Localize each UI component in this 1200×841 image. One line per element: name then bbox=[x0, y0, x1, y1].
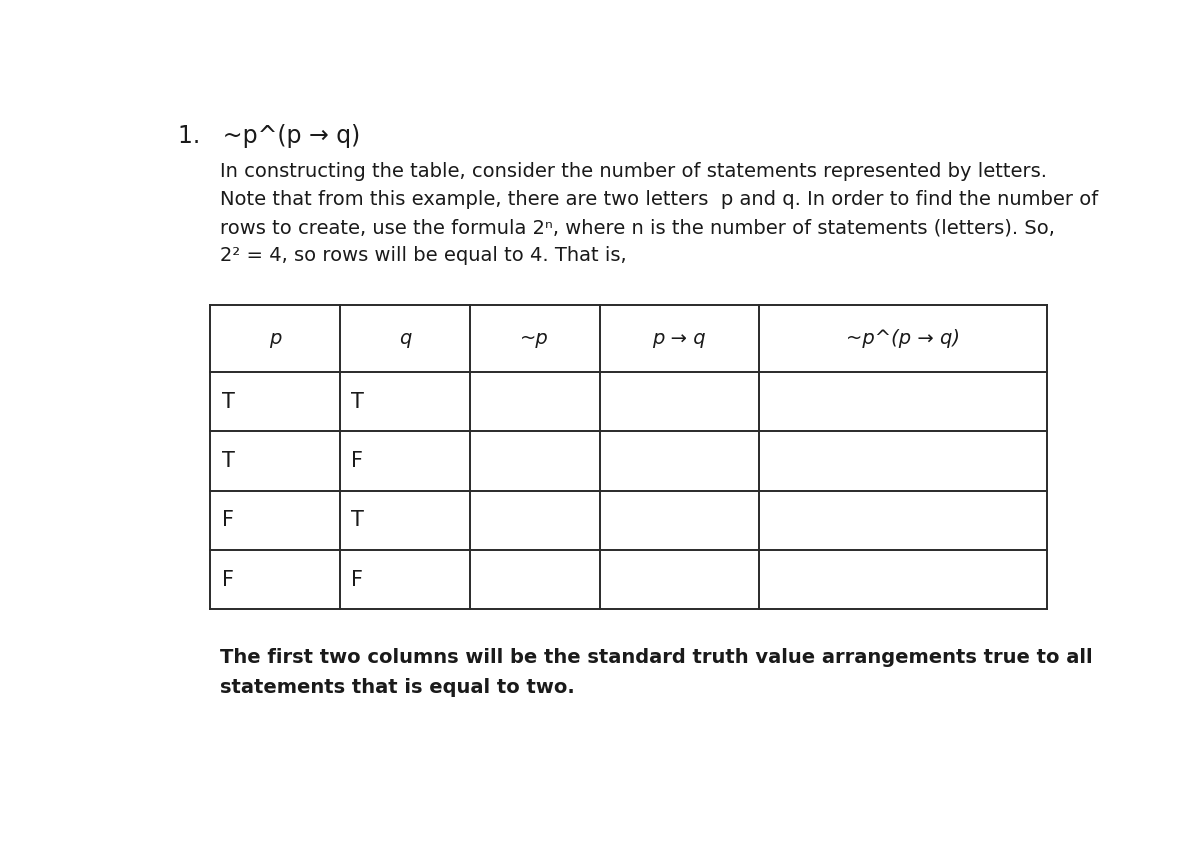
Text: F: F bbox=[222, 569, 234, 590]
Text: T: T bbox=[352, 392, 365, 411]
Text: F: F bbox=[222, 510, 234, 530]
Text: q: q bbox=[398, 329, 412, 348]
Text: F: F bbox=[352, 451, 364, 471]
Text: p: p bbox=[269, 329, 282, 348]
Text: The first two columns will be the standard truth value arrangements true to all
: The first two columns will be the standa… bbox=[220, 648, 1092, 696]
Text: p → q: p → q bbox=[653, 329, 706, 348]
Text: In constructing the table, consider the number of statements represented by lett: In constructing the table, consider the … bbox=[220, 162, 1098, 266]
Text: ~p: ~p bbox=[521, 329, 550, 348]
Text: F: F bbox=[352, 569, 364, 590]
Text: T: T bbox=[222, 451, 234, 471]
Text: 1.   ~p^(p → q): 1. ~p^(p → q) bbox=[178, 124, 360, 147]
Text: ~p^(p → q): ~p^(p → q) bbox=[846, 329, 960, 348]
Text: T: T bbox=[352, 510, 365, 530]
Text: T: T bbox=[222, 392, 234, 411]
